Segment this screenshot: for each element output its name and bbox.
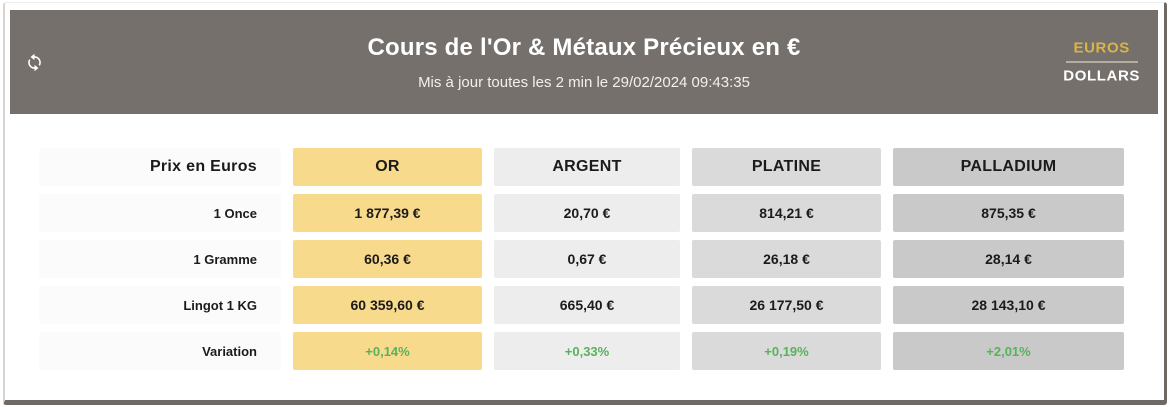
gold-price-widget: Cours de l'Or & Métaux Précieux en € Mis… bbox=[3, 2, 1167, 405]
header-title-block: Cours de l'Or & Métaux Précieux en € Mis… bbox=[247, 34, 920, 91]
update-status: Mis à jour toutes les 2 min le 29/02/202… bbox=[418, 73, 750, 91]
row-label-once: 1 Once bbox=[39, 194, 281, 232]
row-label-lingot: Lingot 1 KG bbox=[39, 286, 281, 324]
currency-option-dollars[interactable]: DOLLARS bbox=[1061, 65, 1142, 88]
column-header-argent: ARGENT bbox=[494, 148, 680, 186]
cell-lingot-argent: 665,40 € bbox=[494, 286, 680, 324]
row-label-variation: Variation bbox=[39, 332, 281, 370]
cell-once-argent: 20,70 € bbox=[494, 194, 680, 232]
refresh-button[interactable] bbox=[20, 48, 48, 76]
currency-toggle-divider bbox=[1065, 61, 1138, 63]
cell-lingot-platine: 26 177,50 € bbox=[692, 286, 881, 324]
page-title: Cours de l'Or & Métaux Précieux en € bbox=[367, 33, 801, 61]
metals-price-table: Prix en Euros OR ARGENT PLATINE PALLADIU… bbox=[39, 148, 1164, 370]
cell-once-palladium: 875,35 € bbox=[893, 194, 1124, 232]
column-header-palladium: PALLADIUM bbox=[893, 148, 1124, 186]
row-label-gramme: 1 Gramme bbox=[39, 240, 281, 278]
currency-option-euros[interactable]: EUROS bbox=[1071, 37, 1131, 60]
cell-gramme-palladium: 28,14 € bbox=[893, 240, 1124, 278]
cell-once-or: 1 877,39 € bbox=[293, 194, 482, 232]
cell-gramme-argent: 0,67 € bbox=[494, 240, 680, 278]
currency-toggle: EUROS DOLLARS bbox=[1061, 37, 1142, 88]
cell-variation-or: +0,14% bbox=[293, 332, 482, 370]
cell-lingot-or: 60 359,60 € bbox=[293, 286, 482, 324]
refresh-icon bbox=[25, 53, 44, 72]
cell-once-platine: 814,21 € bbox=[692, 194, 881, 232]
cell-lingot-palladium: 28 143,10 € bbox=[893, 286, 1124, 324]
table-corner-header: Prix en Euros bbox=[39, 148, 281, 186]
cell-gramme-platine: 26,18 € bbox=[692, 240, 881, 278]
cell-gramme-or: 60,36 € bbox=[293, 240, 482, 278]
cell-variation-argent: +0,33% bbox=[494, 332, 680, 370]
widget-header: Cours de l'Or & Métaux Précieux en € Mis… bbox=[10, 10, 1158, 114]
cell-variation-palladium: +2,01% bbox=[893, 332, 1124, 370]
cell-variation-platine: +0,19% bbox=[692, 332, 881, 370]
column-header-platine: PLATINE bbox=[692, 148, 881, 186]
column-header-or: OR bbox=[293, 148, 482, 186]
